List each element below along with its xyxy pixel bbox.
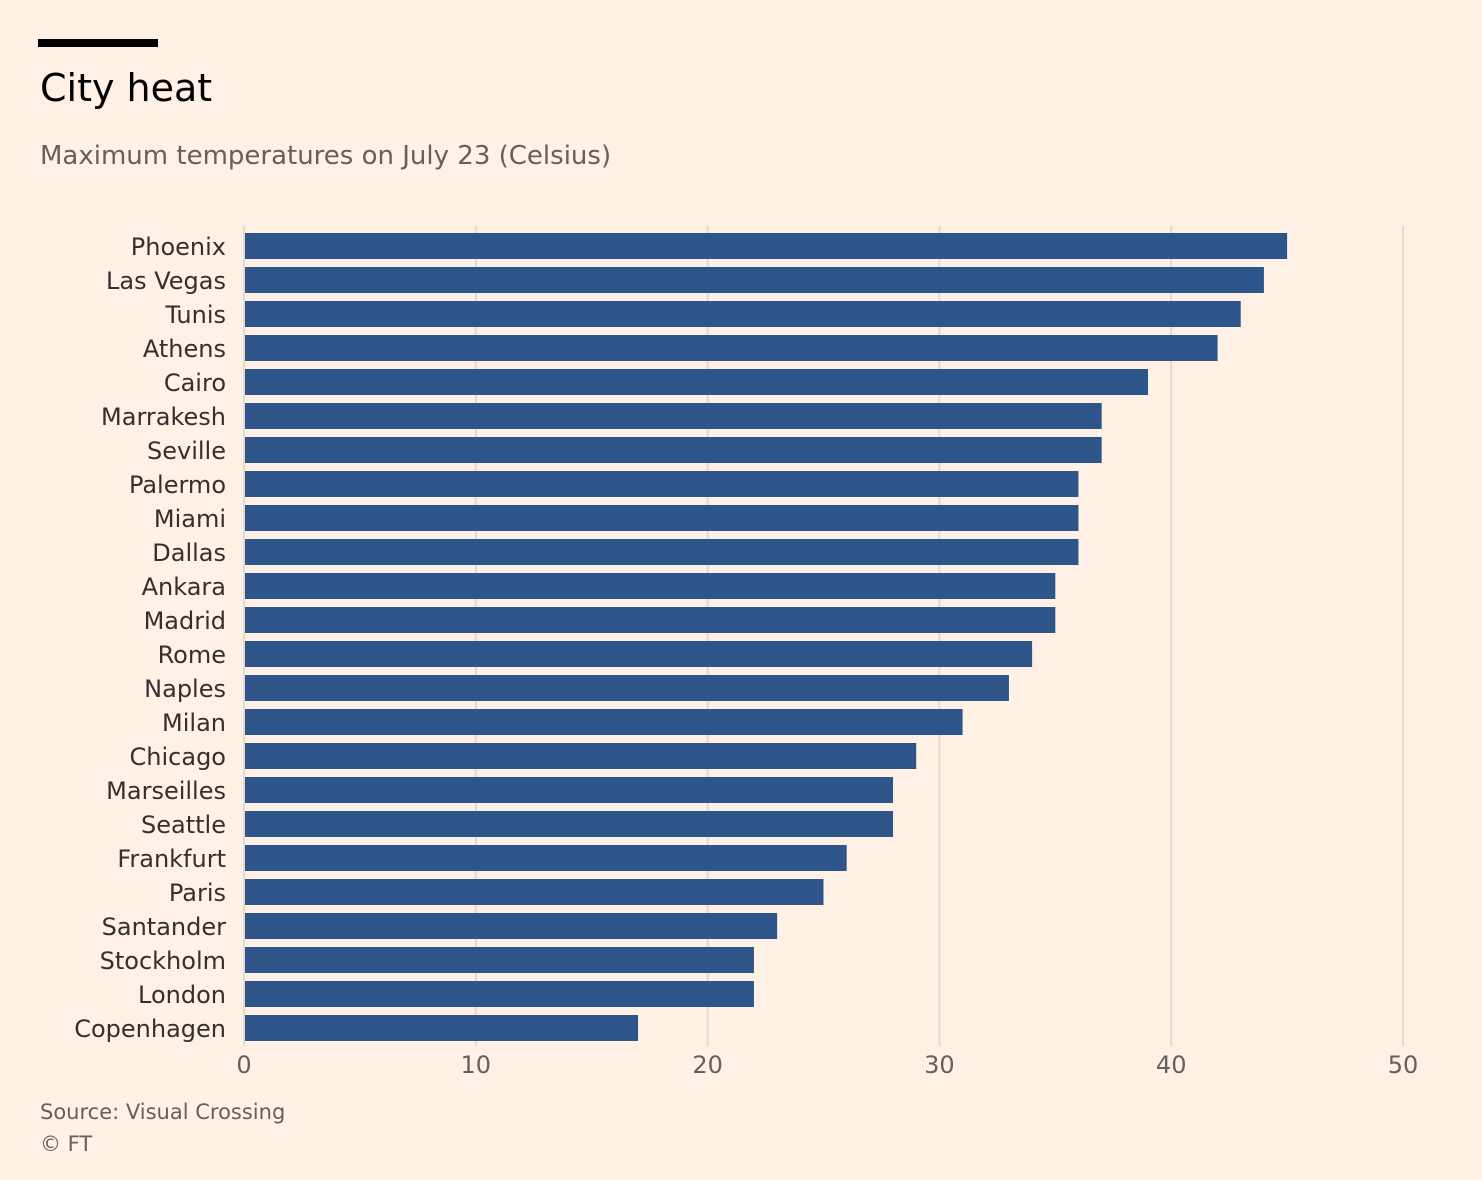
copyright-note: © FT bbox=[40, 1132, 93, 1156]
x-tick-label: 50 bbox=[1388, 1051, 1419, 1079]
category-label: Athens bbox=[143, 335, 226, 363]
x-axis-ticks: 0 10 20 30 40 50 bbox=[236, 1051, 1418, 1079]
bar-phoenix bbox=[244, 233, 1288, 259]
bar-naples bbox=[244, 675, 1009, 701]
bar-milan bbox=[244, 709, 963, 735]
x-tick-label: 0 bbox=[236, 1051, 251, 1079]
category-label: Marrakesh bbox=[101, 403, 226, 431]
bar-chicago bbox=[244, 743, 917, 769]
bar-copenhagen bbox=[244, 1015, 639, 1041]
bar-cairo bbox=[244, 369, 1149, 395]
category-label: Dallas bbox=[152, 539, 226, 567]
category-label: Palermo bbox=[129, 471, 226, 499]
bar-frankfurt bbox=[244, 845, 847, 871]
x-tick-label: 40 bbox=[1156, 1051, 1187, 1079]
category-label: Paris bbox=[169, 879, 226, 907]
x-tick-label: 10 bbox=[461, 1051, 492, 1079]
category-label: Madrid bbox=[144, 607, 226, 635]
bar-palermo bbox=[244, 471, 1079, 497]
bar-chart: Phoenix Las Vegas Tunis Athens Cairo Marrakes… bbox=[74, 226, 1418, 1079]
bar-madrid bbox=[244, 607, 1056, 633]
bar-rome bbox=[244, 641, 1033, 667]
chart-title: City heat bbox=[40, 66, 213, 110]
category-label: Miami bbox=[154, 505, 226, 533]
category-label: Marseilles bbox=[106, 777, 226, 805]
category-label: Naples bbox=[144, 675, 226, 703]
category-label: Copenhagen bbox=[74, 1015, 226, 1043]
category-label: Stockholm bbox=[100, 947, 226, 975]
bar-stockholm bbox=[244, 947, 754, 973]
category-label: Seville bbox=[147, 437, 226, 465]
category-label: Milan bbox=[162, 709, 226, 737]
category-label: London bbox=[138, 981, 226, 1009]
category-label: Ankara bbox=[142, 573, 226, 601]
gridlines bbox=[474, 226, 1404, 1046]
bar-dallas bbox=[244, 539, 1079, 565]
category-label: Santander bbox=[102, 913, 226, 941]
bar-athens bbox=[244, 335, 1218, 361]
bar-tunis bbox=[244, 301, 1241, 327]
bar-marseilles bbox=[244, 777, 894, 803]
category-label: Chicago bbox=[130, 743, 226, 771]
bar-london bbox=[244, 981, 754, 1007]
bar-las-vegas bbox=[244, 267, 1264, 293]
category-label: Rome bbox=[158, 641, 226, 669]
bar-marrakesh bbox=[244, 403, 1102, 429]
bar-paris bbox=[244, 879, 824, 905]
category-label: Phoenix bbox=[131, 233, 226, 261]
bars bbox=[244, 233, 1288, 1041]
category-label: Cairo bbox=[164, 369, 226, 397]
bar-seville bbox=[244, 437, 1102, 463]
bar-ankara bbox=[244, 573, 1056, 599]
category-labels: Phoenix Las Vegas Tunis Athens Cairo Marrakes… bbox=[74, 233, 226, 1043]
bar-santander bbox=[244, 913, 778, 939]
x-tick-label: 20 bbox=[692, 1051, 723, 1079]
category-label: Frankfurt bbox=[117, 845, 226, 873]
category-label: Seattle bbox=[141, 811, 226, 839]
source-note: Source: Visual Crossing bbox=[40, 1100, 286, 1124]
bar-miami bbox=[244, 505, 1079, 531]
top-rule bbox=[38, 39, 158, 47]
x-tick-label: 30 bbox=[924, 1051, 955, 1079]
category-label: Las Vegas bbox=[106, 267, 226, 295]
category-label: Tunis bbox=[164, 301, 226, 329]
bar-seattle bbox=[244, 811, 894, 837]
chart-subtitle: Maximum temperatures on July 23 (Celsius… bbox=[40, 141, 612, 171]
